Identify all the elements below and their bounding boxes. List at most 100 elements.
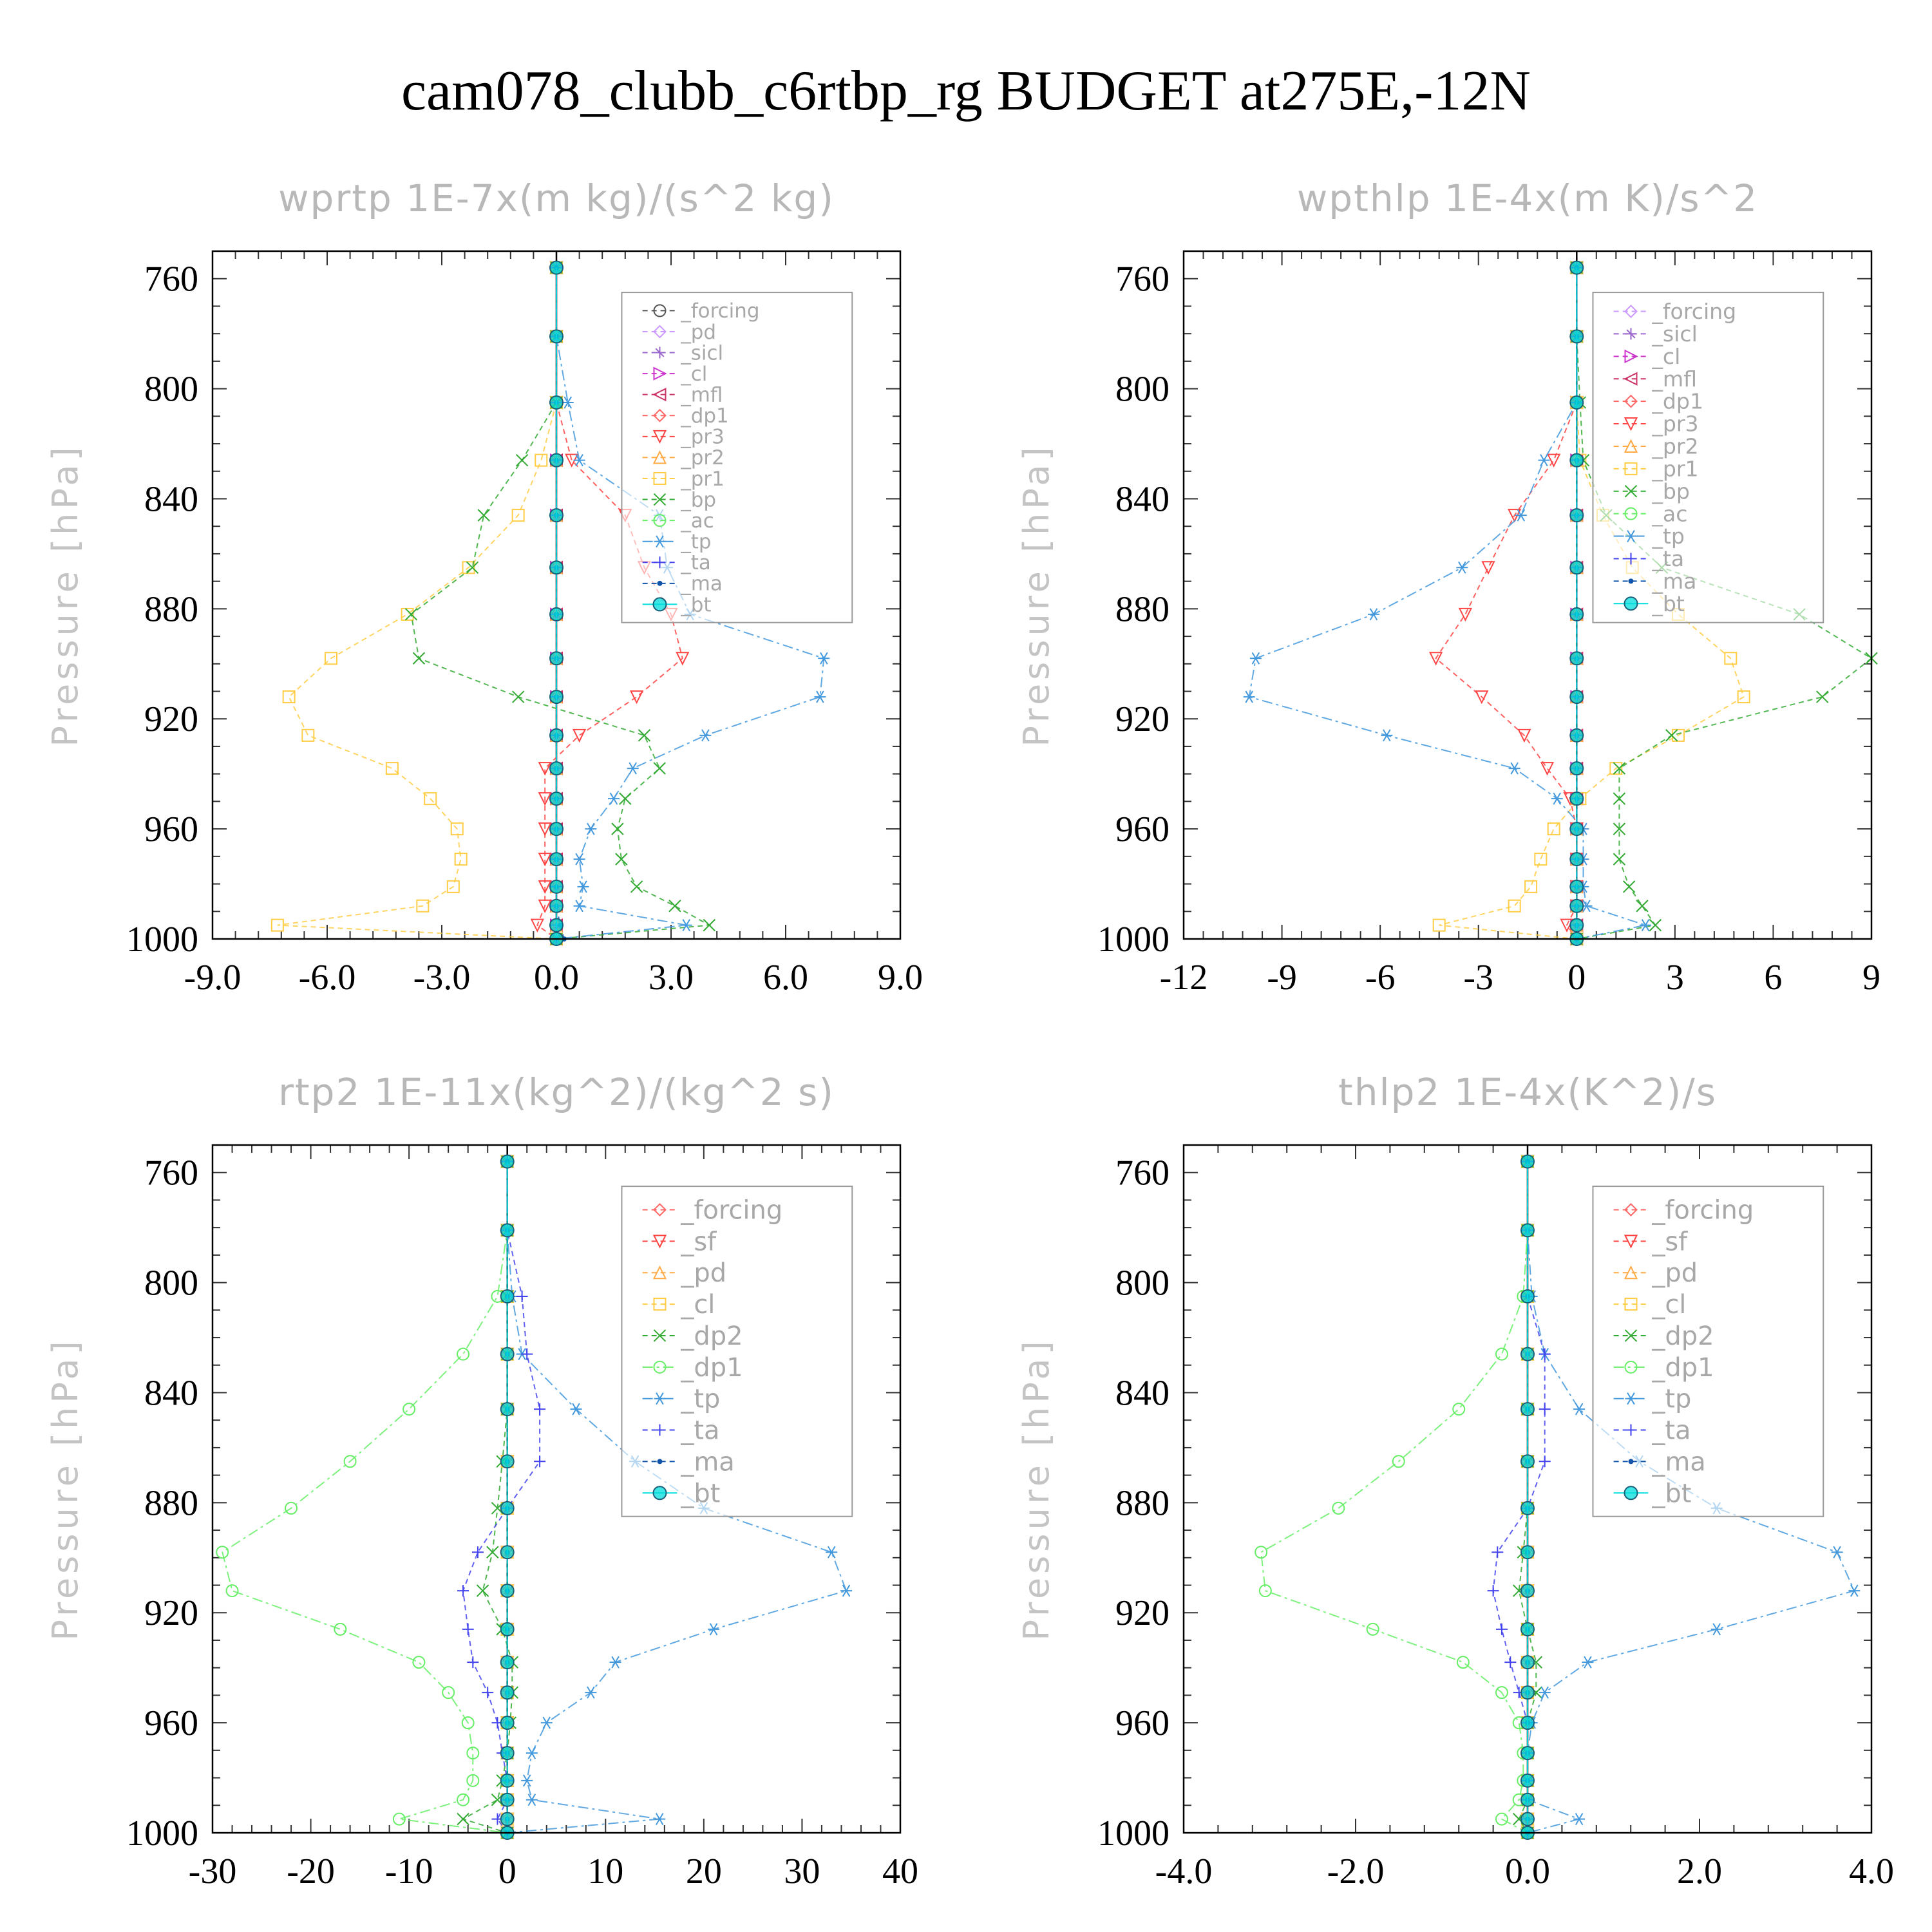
- data-point: [285, 1501, 298, 1515]
- legend-marker: [1625, 328, 1637, 340]
- data-point: [653, 762, 666, 775]
- legend-marker: [1625, 1392, 1637, 1405]
- data-point: [615, 853, 628, 866]
- data-point: [416, 899, 430, 913]
- legend-marker: [652, 1265, 667, 1280]
- legend-marker: [653, 471, 667, 485]
- x-tick-label: 0: [1567, 958, 1586, 998]
- y-axis-label: Pressure [hPa]: [1016, 1337, 1057, 1640]
- legend-label: _pd: [680, 1258, 726, 1288]
- legend-label: _pr3: [1651, 412, 1698, 437]
- legend-label: _pr2: [680, 446, 724, 469]
- data-point: [526, 1747, 538, 1759]
- series-line: [536, 267, 683, 940]
- y-tick-label: 880: [144, 589, 198, 629]
- data-point: [1539, 1686, 1551, 1699]
- legend-marker: [1624, 1265, 1638, 1280]
- data-point: [1573, 1813, 1586, 1826]
- data-point: [570, 1403, 582, 1416]
- legend-label: _cl: [1651, 344, 1680, 369]
- legend-label: _tp: [680, 531, 711, 554]
- legend-label: _pr1: [1651, 456, 1698, 481]
- data-point: [549, 260, 564, 275]
- legend-marker: [654, 535, 666, 548]
- legend-marker: [1624, 1298, 1638, 1311]
- y-tick-label: 800: [144, 1264, 198, 1303]
- legend-label: _mfl: [680, 384, 723, 407]
- legend-marker: [653, 1360, 667, 1374]
- data-point: [446, 880, 460, 893]
- data-point: [1613, 792, 1626, 805]
- data-point: [538, 899, 552, 913]
- data-point: [538, 792, 552, 806]
- data-point: [500, 1622, 515, 1636]
- legend-marker: [654, 346, 666, 359]
- data-point: [500, 1584, 515, 1598]
- data-point: [500, 1716, 515, 1730]
- legend-marker: [657, 1459, 663, 1464]
- data-point: [1367, 608, 1379, 621]
- data-point: [630, 880, 643, 893]
- series-line: [1492, 1161, 1546, 1833]
- panel-title: wpthlp 1E-4x(m K)/s^2: [1297, 176, 1758, 220]
- data-point: [516, 1290, 528, 1302]
- data-point: [301, 728, 315, 742]
- data-point: [549, 329, 564, 344]
- legend-label: _cl: [1651, 1290, 1686, 1320]
- data-point: [1332, 1501, 1345, 1515]
- y-tick-label: 960: [144, 810, 198, 849]
- data-point: [549, 560, 564, 575]
- data-point: [585, 1686, 597, 1699]
- data-point: [585, 822, 597, 835]
- data-point: [1481, 561, 1495, 575]
- data-point: [1569, 791, 1584, 806]
- legend-marker: [1624, 305, 1638, 318]
- legend-marker: [1624, 462, 1638, 475]
- data-point: [1520, 1716, 1535, 1730]
- data-point: [699, 729, 712, 742]
- legend-label: _dp1: [680, 404, 728, 428]
- x-tick-label: 6.0: [763, 958, 808, 998]
- x-tick-label: 40: [882, 1852, 918, 1891]
- y-tick-label: 840: [1115, 1373, 1170, 1413]
- panel-title: rtp2 1E-11x(kg^2)/(kg^2 s): [278, 1070, 835, 1114]
- data-point: [577, 880, 589, 893]
- data-point: [549, 508, 564, 523]
- x-tick-label: 3.0: [649, 958, 694, 998]
- data-point: [1520, 1454, 1535, 1469]
- x-tick-label: -9: [1267, 958, 1297, 998]
- legend-marker: [652, 1235, 667, 1249]
- legend-label: _pd: [1651, 1258, 1698, 1288]
- data-point: [402, 1403, 416, 1416]
- legend-label: _bp: [680, 488, 716, 511]
- y-tick-label: 800: [1115, 1264, 1170, 1303]
- legend-marker: [1624, 507, 1638, 520]
- data-point: [500, 1746, 515, 1761]
- data-point: [1520, 1402, 1535, 1417]
- data-point: [466, 561, 479, 574]
- data-point: [466, 1774, 480, 1787]
- data-point: [1569, 822, 1584, 837]
- legend-marker: [1624, 1203, 1638, 1217]
- series-line: [410, 267, 712, 940]
- legend-label: _ma: [1651, 569, 1696, 594]
- data-point: [442, 1686, 455, 1700]
- data-point: [1551, 792, 1563, 805]
- data-point: [462, 561, 475, 574]
- y-tick-label: 1000: [126, 1814, 198, 1853]
- x-tick-label: 6: [1764, 958, 1782, 998]
- series-line: [1439, 267, 1745, 940]
- y-tick-label: 920: [144, 699, 198, 739]
- legend-label: _forcing: [1651, 1196, 1754, 1226]
- data-point: [1613, 822, 1626, 835]
- data-point: [476, 1584, 489, 1597]
- legend-label: _tp: [1651, 524, 1685, 549]
- data-point: [814, 690, 826, 703]
- legend-label: _ta: [1651, 1416, 1690, 1446]
- series-pr1: [270, 261, 563, 945]
- data-point: [1569, 329, 1584, 344]
- legend-label: _forcing: [1651, 299, 1736, 324]
- x-tick-label: -10: [385, 1852, 433, 1891]
- x-tick-label: 30: [784, 1852, 820, 1891]
- data-point: [703, 918, 716, 932]
